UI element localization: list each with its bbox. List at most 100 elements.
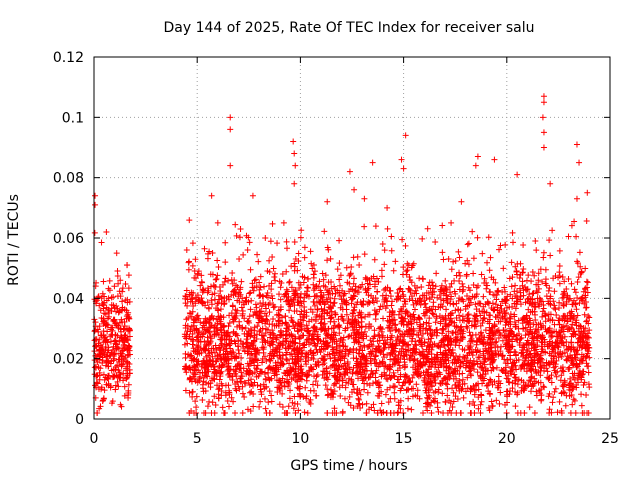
- data-point: [325, 391, 332, 398]
- data-point: [115, 383, 122, 390]
- data-point: [122, 280, 129, 287]
- data-point: [472, 331, 479, 338]
- data-point: [497, 389, 504, 396]
- data-point: [561, 278, 568, 285]
- data-point: [115, 280, 122, 287]
- data-point: [368, 404, 375, 411]
- data-point: [394, 376, 401, 383]
- data-point: [121, 355, 128, 362]
- data-point: [380, 351, 387, 358]
- data-point: [121, 383, 128, 390]
- data-point: [355, 395, 362, 402]
- data-point: [114, 344, 121, 351]
- data-point: [231, 277, 238, 284]
- data-point: [453, 375, 460, 382]
- data-point: [96, 405, 103, 412]
- data-point: [574, 312, 581, 319]
- data-point: [387, 293, 394, 300]
- data-point: [126, 347, 133, 354]
- data-point: [422, 300, 429, 307]
- data-point: [394, 334, 401, 341]
- data-point: [285, 301, 292, 308]
- data-point: [111, 283, 118, 290]
- data-point: [110, 343, 117, 350]
- data-point: [553, 311, 560, 318]
- data-point: [268, 286, 275, 293]
- data-point: [350, 405, 357, 412]
- y-tick-label: 0.02: [53, 352, 84, 368]
- data-point: [114, 273, 121, 279]
- data-point: [236, 350, 243, 357]
- data-point: [324, 386, 331, 393]
- data-point: [527, 350, 534, 357]
- data-point: [111, 304, 118, 311]
- data-point: [97, 365, 104, 372]
- chart-title: Day 144 of 2025, Rate Of TEC Index for r…: [163, 20, 534, 36]
- data-point: [381, 344, 388, 351]
- data-point: [216, 376, 223, 383]
- data-point: [125, 327, 132, 334]
- data-point: [302, 358, 309, 365]
- data-point: [101, 293, 108, 300]
- data-point: [111, 350, 118, 357]
- data-point: [364, 389, 371, 396]
- data-point: [120, 326, 127, 333]
- data-point: [109, 346, 116, 353]
- data-point: [94, 380, 101, 387]
- data-point: [100, 320, 107, 327]
- x-tick-label: 15: [395, 431, 413, 447]
- data-point: [378, 400, 385, 407]
- data-point: [257, 383, 264, 390]
- data-point: [387, 328, 394, 335]
- data-point: [125, 387, 132, 394]
- data-points: [91, 93, 593, 416]
- data-point: [124, 296, 131, 303]
- data-point: [122, 344, 129, 351]
- data-point: [112, 386, 119, 393]
- data-point: [125, 285, 132, 292]
- data-point: [200, 378, 207, 385]
- data-point: [116, 374, 123, 381]
- data-point: [551, 321, 558, 328]
- data-point: [98, 386, 105, 393]
- data-point: [119, 285, 126, 292]
- data-point: [117, 374, 124, 381]
- data-point: [118, 316, 125, 323]
- data-point: [104, 321, 111, 328]
- data-point: [119, 288, 126, 295]
- data-point: [125, 351, 132, 358]
- data-point: [414, 387, 421, 394]
- data-point: [256, 279, 263, 286]
- data-point: [255, 373, 262, 380]
- data-point: [192, 398, 199, 405]
- data-point: [104, 328, 111, 335]
- x-tick-label: 0: [90, 431, 99, 447]
- data-point: [327, 294, 334, 301]
- data-point: [248, 388, 255, 395]
- data-point: [98, 351, 105, 358]
- data-point: [347, 347, 354, 354]
- y-tick-label: 0.1: [62, 110, 84, 126]
- data-point: [269, 295, 276, 302]
- x-tick-label: 10: [291, 431, 309, 447]
- data-point: [105, 307, 112, 314]
- data-point: [126, 366, 133, 373]
- data-point: [108, 400, 115, 407]
- data-point: [378, 388, 385, 395]
- x-tick-label: 5: [193, 431, 202, 447]
- data-point: [95, 294, 102, 301]
- data-point: [303, 361, 310, 368]
- data-point: [117, 277, 124, 284]
- data-point: [370, 401, 377, 408]
- data-point: [115, 367, 122, 374]
- data-point: [189, 341, 196, 348]
- data-point: [583, 317, 590, 324]
- data-point: [125, 309, 132, 316]
- data-point: [112, 366, 119, 373]
- data-point: [114, 378, 121, 385]
- data-point: [363, 400, 370, 407]
- data-point: [100, 395, 107, 402]
- data-point: [111, 337, 118, 344]
- data-point: [106, 277, 113, 284]
- data-point: [110, 293, 117, 300]
